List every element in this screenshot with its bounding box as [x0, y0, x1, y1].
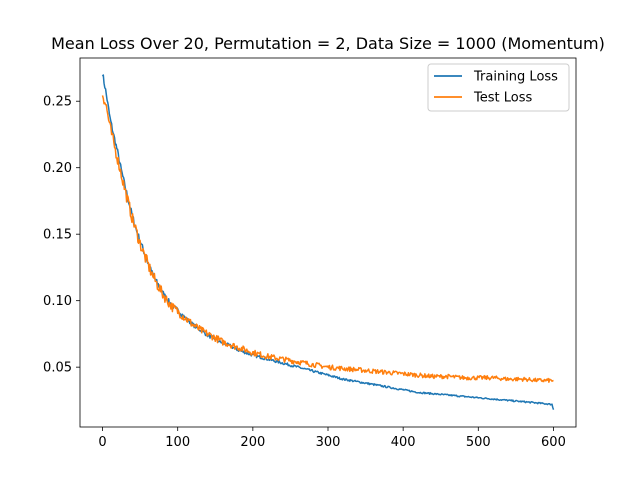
x-axis: 0 100 200 300 400 500 600 [98, 427, 566, 450]
legend-label: Test Loss [473, 91, 532, 106]
x-tick-label: 200 [240, 435, 265, 450]
x-tick-label: 300 [316, 435, 341, 450]
x-tick-label: 100 [165, 435, 190, 450]
y-tick-label: 0.10 [43, 294, 72, 309]
chart-title: Mean Loss Over 20, Permutation = 2, Data… [51, 34, 605, 53]
y-tick-label: 0.25 [43, 95, 72, 110]
y-axis: 0.05 0.10 0.15 0.20 0.25 [43, 95, 80, 376]
series-line-test-loss [101, 95, 554, 383]
plot-lines [101, 74, 555, 410]
y-tick-label: 0.20 [43, 161, 72, 176]
legend-label: Training Loss [473, 70, 558, 85]
y-tick-label: 0.05 [43, 361, 72, 376]
x-tick-label: 400 [391, 435, 416, 450]
legend-box [427, 63, 570, 112]
x-tick-label: 0 [98, 435, 106, 450]
y-tick-label: 0.15 [43, 228, 72, 243]
x-tick-label: 600 [541, 435, 566, 450]
legend: Training Loss Test Loss [427, 63, 570, 112]
x-tick-label: 500 [466, 435, 491, 450]
